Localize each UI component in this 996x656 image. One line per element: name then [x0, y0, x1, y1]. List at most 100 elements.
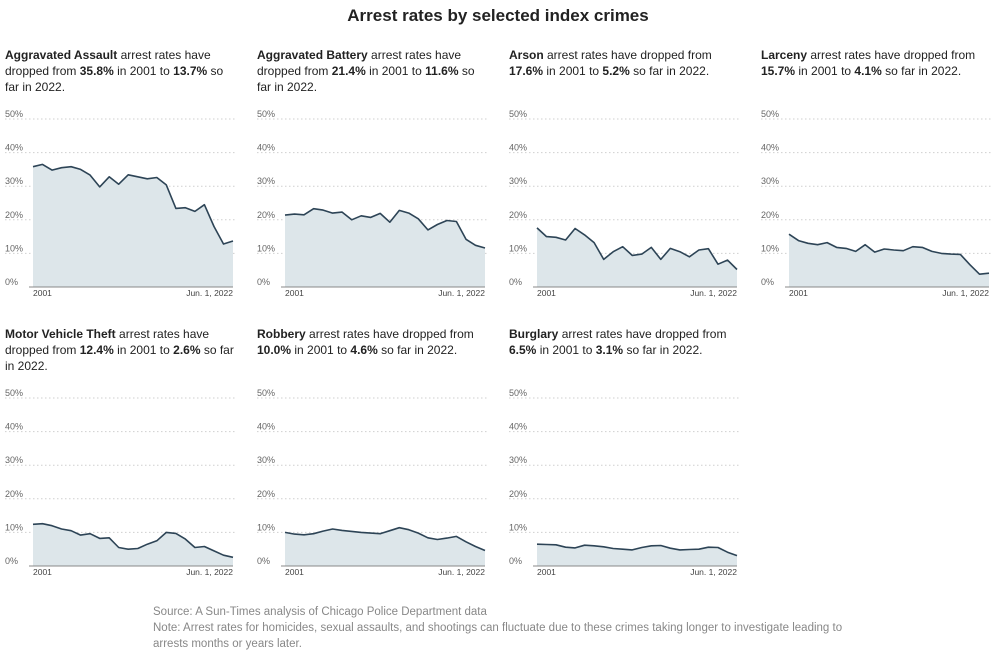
- area-fill: [33, 164, 233, 287]
- rate-2022: 4.6%: [350, 343, 378, 357]
- series-line: [536, 543, 738, 557]
- y-tick-label: 10%: [5, 243, 23, 253]
- panel-description: Aggravated Battery arrest rates have dro…: [257, 47, 489, 95]
- y-tick-label: 30%: [5, 455, 23, 465]
- x-tick-label-end: Jun. 1, 2022: [186, 288, 233, 298]
- y-tick-label: 30%: [509, 455, 527, 465]
- y-tick-label: 40%: [509, 143, 527, 153]
- y-tick-label: 20%: [257, 489, 275, 499]
- desc-text: in 2001 to: [113, 64, 174, 78]
- rate-2022: 3.1%: [595, 343, 624, 357]
- x-tick-label-start: 2001: [537, 288, 556, 298]
- y-tick-label: 40%: [761, 143, 779, 153]
- y-tick-label: 40%: [257, 143, 275, 153]
- area-fill: [285, 527, 485, 566]
- panel-description: Motor Vehicle Theft arrest rates have dr…: [5, 326, 237, 374]
- desc-text: in 2001 to: [365, 64, 426, 78]
- area-fill: [789, 234, 989, 287]
- x-tick-label-start: 2001: [537, 567, 556, 577]
- rate-2022: 2.6%: [173, 343, 201, 357]
- rate-2001: 15.7%: [761, 64, 796, 78]
- x-tick-label-end: Jun. 1, 2022: [942, 288, 989, 298]
- x-tick-label-start: 2001: [789, 288, 808, 298]
- y-tick-label: 10%: [509, 243, 527, 253]
- y-tick-label: 20%: [5, 210, 23, 220]
- desc-text: so far in 2022.: [257, 64, 475, 94]
- desc-text: so far in 2022.: [629, 64, 710, 78]
- desc-text: so far in 2022.: [881, 64, 962, 78]
- area-fill: [285, 208, 485, 287]
- panel-description: Burglary arrest rates have dropped from …: [509, 326, 741, 358]
- rate-2022: 4.1%: [854, 64, 882, 78]
- y-tick-label: 10%: [5, 522, 23, 532]
- area-fill: [537, 227, 737, 287]
- desc-text: in 2001 to: [113, 343, 174, 357]
- area-fill: [33, 523, 233, 566]
- y-tick-label: 40%: [509, 422, 527, 432]
- desc-text: arrest rates have dropped from: [558, 327, 727, 341]
- area-chart-arson: 0% 10% 20% 30% 40% 50% 2001 Jun. 1, 2022: [509, 109, 741, 298]
- y-tick-label: 50%: [257, 388, 275, 398]
- y-tick-label: 50%: [509, 109, 527, 119]
- area-chart-burglary: 0% 10% 20% 30% 40% 50% 2001 Jun. 1, 2022: [509, 388, 741, 577]
- y-tick-label: 0%: [5, 277, 18, 287]
- x-tick-label-end: Jun. 1, 2022: [438, 567, 485, 577]
- area-chart-robbery: 0% 10% 20% 30% 40% 50% 2001 Jun. 1, 2022: [257, 388, 489, 577]
- y-tick-label: 0%: [509, 277, 522, 287]
- note-text: Note: Arrest rates for homicides, sexual…: [153, 622, 843, 650]
- crime-name: Robbery: [257, 327, 306, 341]
- area-chart-larceny: 0% 10% 20% 30% 40% 50% 2001 Jun. 1, 2022: [761, 109, 993, 298]
- rate-2022: 13.7%: [173, 64, 208, 78]
- x-tick-label-end: Jun. 1, 2022: [690, 567, 737, 577]
- x-tick-label-end: Jun. 1, 2022: [690, 288, 737, 298]
- y-tick-label: 10%: [509, 522, 527, 532]
- y-tick-label: 30%: [509, 176, 527, 186]
- chart-title: Arrest rates by selected index crimes: [347, 6, 649, 25]
- y-tick-label: 0%: [761, 277, 774, 287]
- x-tick-label-start: 2001: [285, 288, 304, 298]
- panel-description: Robbery arrest rates have dropped from 1…: [257, 326, 489, 358]
- rate-2022: 11.6%: [425, 64, 459, 78]
- desc-text: arrest rates have dropped from: [543, 48, 712, 62]
- rate-2001: 6.5%: [509, 343, 537, 357]
- y-tick-label: 40%: [5, 143, 23, 153]
- y-tick-label: 0%: [257, 277, 270, 287]
- series-line: [284, 526, 486, 552]
- x-tick-label-end: Jun. 1, 2022: [438, 288, 485, 298]
- y-tick-label: 40%: [257, 422, 275, 432]
- panel-description: Arson arrest rates have dropped from 17.…: [509, 47, 741, 79]
- chart-footer: Source: A Sun-Times analysis of Chicago …: [153, 604, 853, 652]
- y-tick-label: 10%: [257, 243, 275, 253]
- y-tick-label: 30%: [761, 176, 779, 186]
- y-tick-label: 20%: [509, 489, 527, 499]
- crime-name: Aggravated Assault: [5, 48, 118, 62]
- y-tick-label: 30%: [257, 176, 275, 186]
- x-tick-label-end: Jun. 1, 2022: [186, 567, 233, 577]
- y-tick-label: 10%: [257, 522, 275, 532]
- rate-2001: 10.0%: [257, 343, 292, 357]
- desc-text: arrest rates have dropped from: [305, 327, 474, 341]
- area-chart-motor-vehicle-theft: 0% 10% 20% 30% 40% 50% 2001 Jun. 1, 2022: [5, 388, 237, 577]
- desc-text: in 2001 to: [291, 343, 351, 357]
- desc-text: arrest rates have dropped from: [5, 327, 210, 357]
- rate-2022: 5.2%: [602, 64, 630, 78]
- desc-text: in 2001 to: [543, 64, 603, 78]
- panel-description: Larceny arrest rates have dropped from 1…: [761, 47, 993, 79]
- desc-text: in 2001 to: [536, 343, 596, 357]
- y-tick-label: 0%: [5, 556, 18, 566]
- y-tick-label: 20%: [509, 210, 527, 220]
- source-text: Source: A Sun-Times analysis of Chicago …: [153, 606, 487, 618]
- y-tick-label: 50%: [5, 388, 23, 398]
- y-tick-label: 20%: [761, 210, 779, 220]
- rate-2001: 17.6%: [509, 64, 544, 78]
- desc-text: arrest rates have dropped from: [257, 48, 462, 78]
- series-line: [32, 522, 234, 559]
- rate-2001: 21.4%: [331, 64, 366, 78]
- y-tick-label: 30%: [5, 176, 23, 186]
- series-line: [788, 233, 990, 275]
- y-tick-label: 40%: [5, 422, 23, 432]
- x-tick-label-start: 2001: [33, 567, 52, 577]
- rate-2001: 35.8%: [79, 64, 114, 78]
- rate-2001: 12.4%: [79, 343, 114, 357]
- crime-name: Arson: [509, 48, 544, 62]
